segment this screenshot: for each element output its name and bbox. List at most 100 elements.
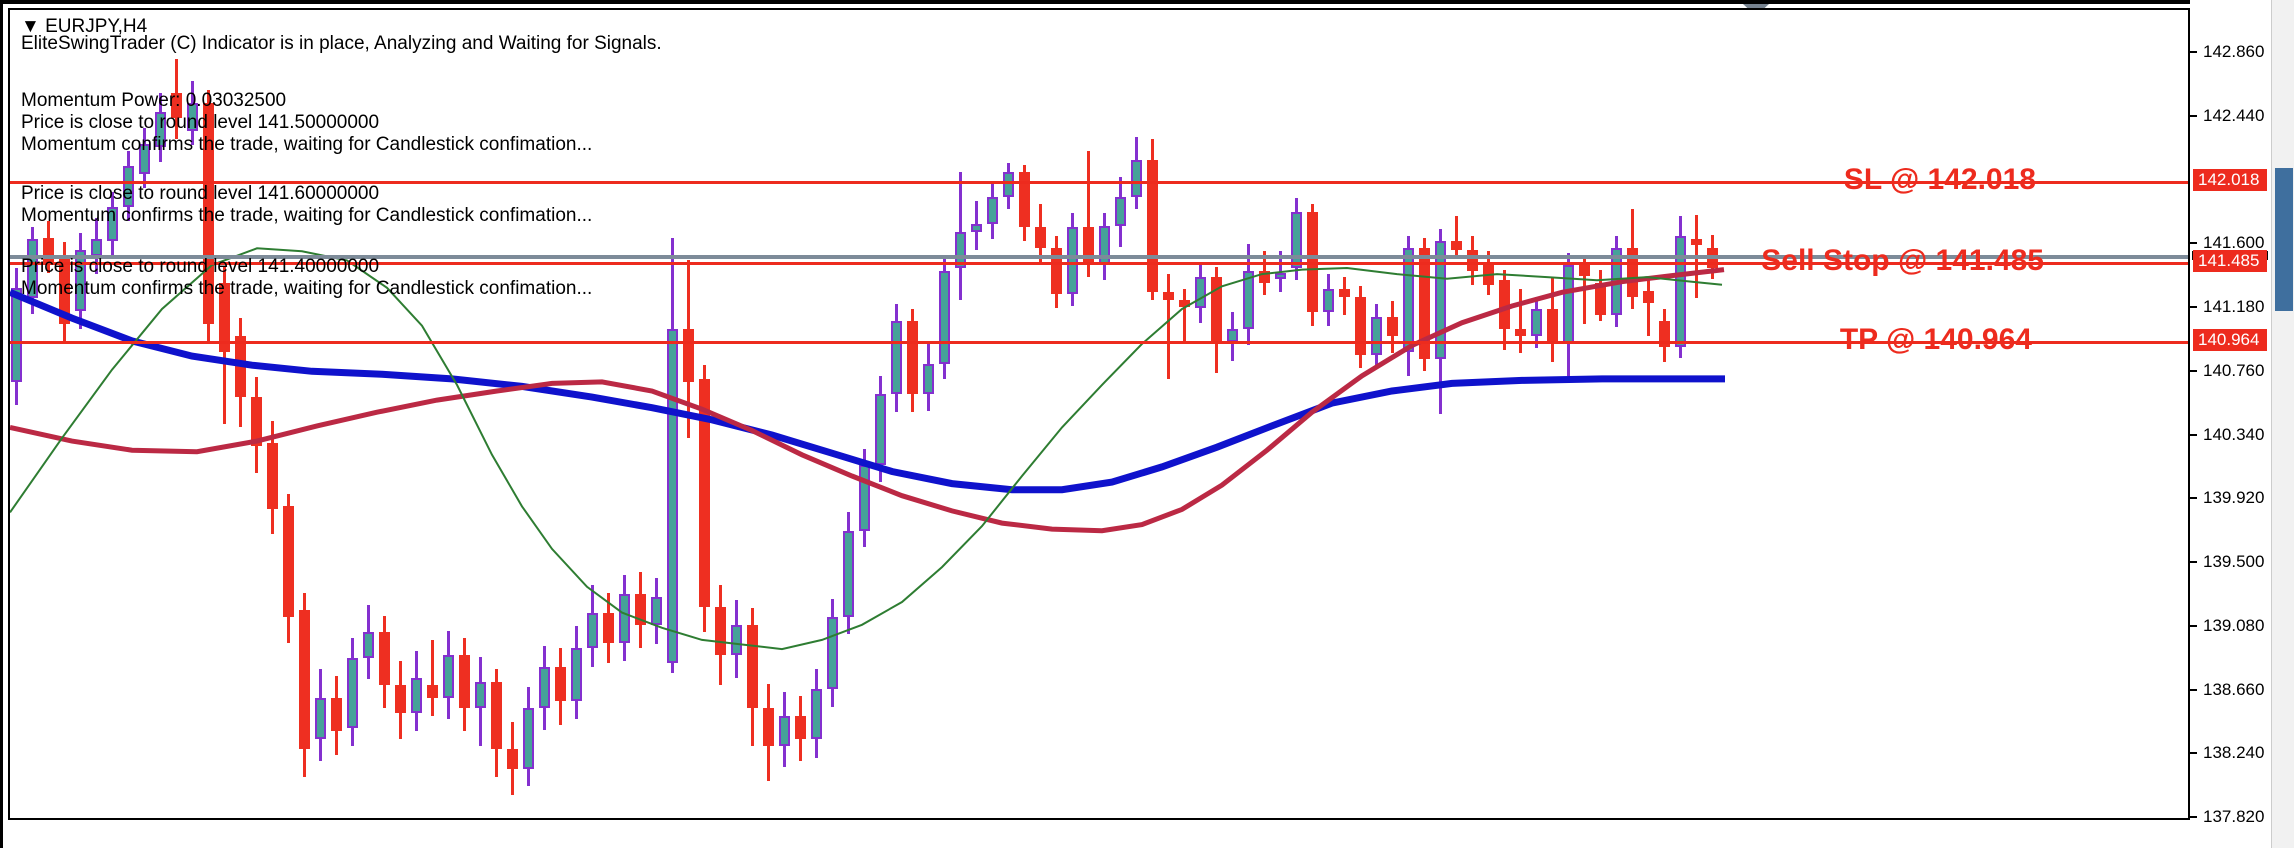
candle-bearish [203,102,214,325]
candle-bearish [1355,296,1366,355]
candle-bullish [411,677,422,713]
candle-bearish [43,237,54,264]
candle-bullish [1003,172,1014,197]
candle-bearish [331,697,342,732]
axis-tick-label: 140.340 [2203,424,2265,444]
candle-bearish [1387,316,1398,337]
candle-bearish [1179,299,1190,308]
candle-bullish [619,594,630,643]
candle-bullish [651,597,662,625]
axis-tick-label: 141.180 [2203,297,2265,317]
candle-bullish [315,697,326,739]
candle-bullish [1131,160,1142,197]
candle-wick [1183,289,1186,341]
candle-bearish [1451,240,1462,250]
tp-level-line[interactable] [10,340,2188,344]
vertical-scrollbar-thumb[interactable] [2275,168,2293,311]
candle-bearish [299,609,310,750]
axis-tick [2190,688,2197,691]
candle-bullish [1243,271,1254,329]
sell_stop-axis-badge: 141.485 [2193,249,2267,272]
candle-bullish [731,624,742,656]
symbol-period-label: EURJPY,H4 [45,16,148,37]
candle-bullish [667,328,678,663]
indicator-annotation-line: Momentum Power: 0.03032500 [21,90,287,111]
level-lines-layer [10,10,2188,818]
tp-level-label: TP @ 140.964 [1839,322,2032,356]
axis-tick [2190,433,2197,436]
candle-bearish [1643,290,1654,303]
sl-axis-badge: 142.018 [2193,168,2267,191]
candle-bullish [939,271,950,364]
ma-blue-slow [10,289,1725,494]
vertical-scrollbar[interactable] [2271,0,2294,848]
indicator-annotation-line: Price is close to round level 141.400000… [21,256,380,277]
candle-bearish [267,442,278,510]
price-axis[interactable]: 142.860 142.440 141.600 141.180 140.760 140.3… [2190,0,2272,848]
candle-bearish [1147,160,1158,293]
axis-tick-label: 138.660 [2203,679,2265,699]
candle-wick [1087,151,1090,278]
candle-bearish [1419,248,1430,360]
axis-tick-label: 141.600 [2203,233,2265,253]
axis-tick-label: 140.760 [2203,360,2265,380]
candle-bullish [587,612,598,648]
axis-tick [2190,752,2197,755]
candle-bullish [1115,196,1126,226]
candle-bearish [747,624,758,709]
candle-bearish [251,397,262,446]
axis-tick-label: 139.920 [2203,488,2265,508]
candle-wick [1647,280,1650,337]
candle-bullish [1435,240,1446,360]
sl-level-line[interactable] [10,180,2188,184]
candle-wick [1519,289,1522,354]
candle-bullish [811,688,822,739]
bid-price-line[interactable] [10,255,2188,260]
indicator-annotation-line: Momentum confirms the trade, waiting for… [21,205,593,226]
axis-tick-label: 138.240 [2203,743,2265,763]
candle-bullish [1371,316,1382,355]
level-labels-layer: SL @ 142.018 Sell Stop @ 141.485 TP @ 140.… [10,10,2188,818]
candle-bullish [1675,236,1686,347]
window-top-border [0,0,2262,4]
axis-tick [2190,497,2197,500]
candle-bearish [1499,280,1510,329]
candle-bullish [475,682,486,709]
axis-tick [2190,816,2197,819]
candle-bearish [763,708,774,747]
candle-bearish [683,328,694,382]
chart-symbol-title: ▼ EURJPY,H4 [21,16,147,38]
candle-bearish [1339,289,1350,297]
candle-wick [1167,274,1170,379]
candle-bullish [843,530,854,618]
candle-bearish [699,378,710,607]
tp-axis-badge: 140.964 [2193,328,2267,351]
axis-tick-label: 142.440 [2203,105,2265,125]
candle-bullish [1195,277,1206,308]
candle-bearish [1579,265,1590,276]
axis-tick-label: 137.820 [2203,807,2265,827]
axis-tick [2190,561,2197,564]
chart-area[interactable]: SL @ 142.018 Sell Stop @ 141.485 TP @ 140.… [8,8,2190,820]
indicator-annotation-line: Price is close to round level 141.500000… [21,112,380,133]
candle-bullish [187,102,198,132]
candle-bearish [1083,227,1094,265]
candle-bullish [1323,289,1334,313]
candle-bullish [11,287,22,382]
axis-tick [2190,306,2197,309]
candle-bearish [1659,321,1670,347]
candle-bullish [523,708,534,769]
candle-wick [1455,216,1458,256]
title-dropdown-triangle-icon[interactable]: ▼ [21,16,40,37]
axis-tick-label: 142.860 [2203,42,2265,61]
axis-tick [2190,624,2197,627]
candle-bearish [603,612,614,643]
sell_stop-level-line[interactable] [10,261,2188,265]
candle-bullish [571,647,582,701]
candle-bullish [1531,309,1542,337]
indicator-annotation-line: Momentum confirms the trade, waiting for… [21,134,593,155]
candle-bullish [27,239,38,299]
candle-bullish [987,196,998,224]
candle-bearish [795,715,806,739]
axis-tick [2190,242,2197,245]
